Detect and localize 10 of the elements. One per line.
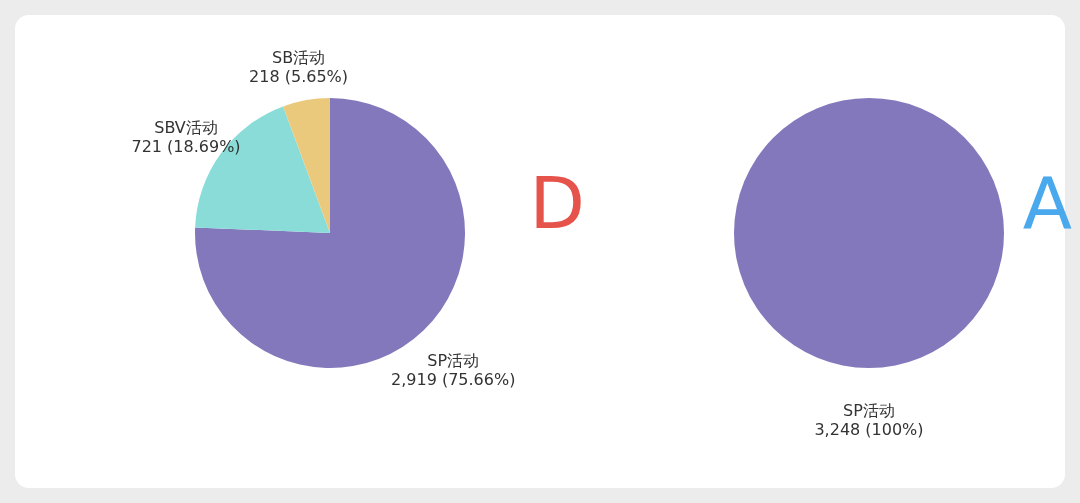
data-label: 2,919 (75.66%): [391, 370, 516, 390]
slice-label: SP活动: [427, 351, 480, 371]
data-label: 218 (5.65%): [249, 66, 349, 86]
slice-label: SP活动: [843, 401, 895, 420]
slice-label: SB活动: [272, 47, 326, 67]
text: D: [529, 161, 585, 245]
text: A: [1022, 161, 1072, 245]
pie-slice: [283, 98, 330, 233]
slice-label: SBV活动: [154, 118, 218, 138]
data-label: 3,248 (100%): [814, 420, 924, 439]
